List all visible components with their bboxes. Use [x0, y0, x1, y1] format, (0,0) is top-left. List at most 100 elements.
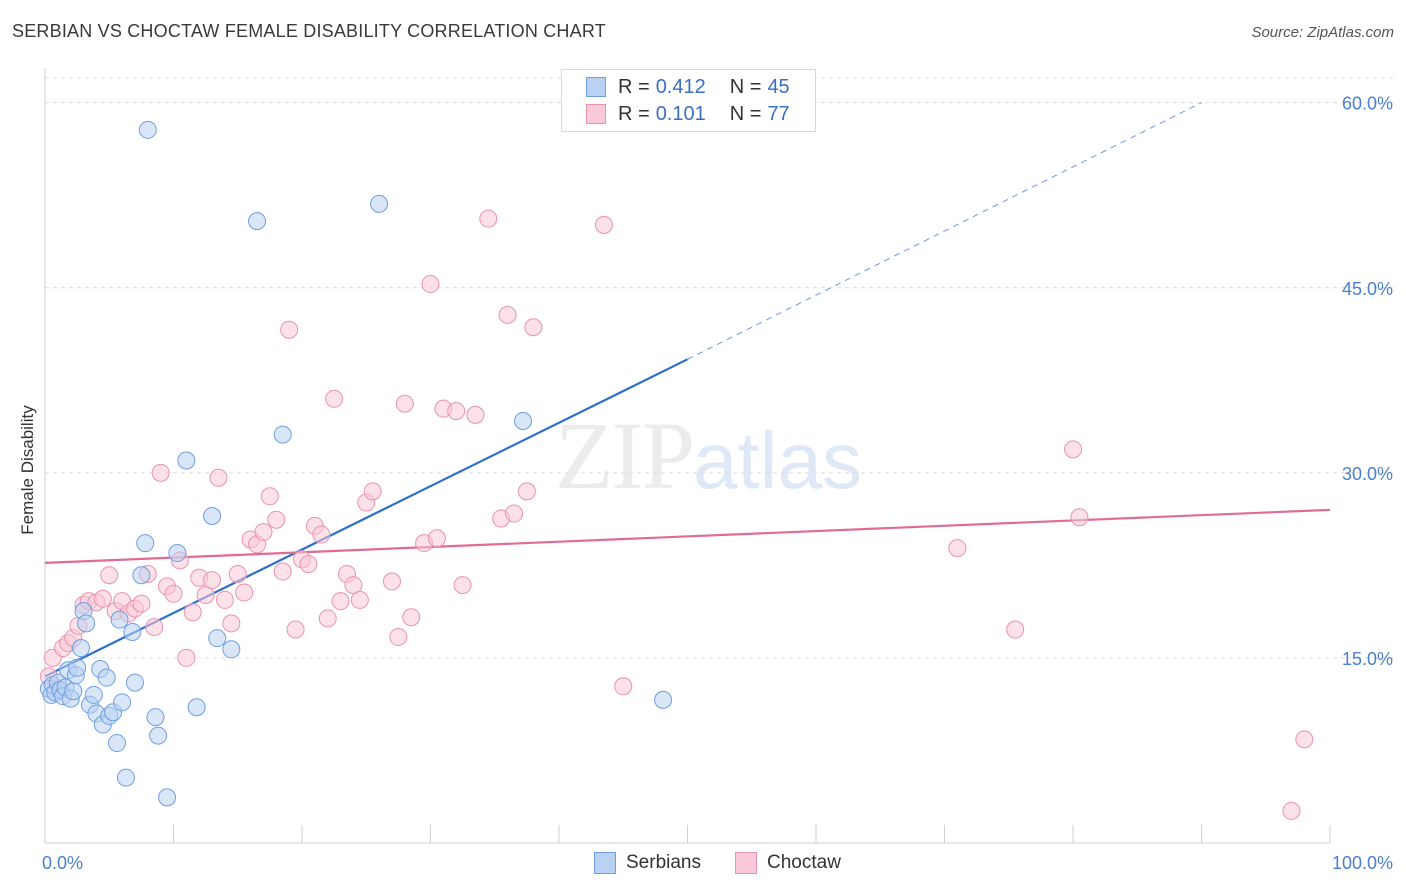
choctaw-point: [273, 562, 292, 581]
serbians-point: [123, 623, 142, 642]
x-tick-label-min: 0.0%: [42, 853, 83, 873]
serbians-point: [248, 212, 267, 231]
choctaw-point: [614, 677, 633, 696]
serbians-point: [514, 412, 533, 431]
serbians-trend-line: [44, 358, 688, 678]
watermark-atlas: atlas: [693, 416, 862, 505]
serbians-legend-swatch: [594, 852, 616, 874]
choctaw-point: [183, 603, 202, 622]
x-tick-label-max: 100.0%: [1332, 853, 1393, 873]
choctaw-point: [1070, 508, 1089, 527]
serbians-point: [84, 685, 103, 704]
legend-item-choctaw[interactable]: Choctaw: [735, 852, 841, 874]
choctaw-point: [453, 576, 472, 595]
choctaw-point: [479, 209, 498, 228]
choctaw-n-value: 77: [767, 102, 790, 125]
choctaw-point: [389, 627, 408, 646]
choctaw-point: [260, 487, 279, 506]
choctaw-point: [1282, 801, 1301, 820]
n-label: N =: [729, 75, 762, 98]
n-label: N =: [729, 102, 762, 125]
choctaw-point: [209, 468, 228, 487]
choctaw-point: [132, 594, 151, 613]
choctaw-point: [267, 510, 286, 529]
legend-row-choctaw: R = 0.101 N = 77: [586, 101, 790, 127]
series-legend: Serbians Choctaw: [0, 852, 1406, 878]
choctaw-point: [100, 566, 119, 585]
serbians-point: [208, 629, 227, 648]
choctaw-point: [228, 565, 247, 584]
data-points: [39, 120, 1314, 820]
serbians-point: [113, 693, 132, 712]
serbians-point: [222, 640, 241, 659]
serbians-point: [68, 658, 87, 677]
stats-legend: R = 0.412 N = 45 R = 0.101 N = 77: [561, 69, 816, 132]
choctaw-point: [177, 648, 196, 667]
y-tick-label: 30.0%: [1342, 464, 1393, 484]
choctaw-point: [318, 609, 337, 628]
choctaw-point: [312, 525, 331, 544]
choctaw-point: [203, 571, 222, 590]
choctaw-point: [344, 576, 363, 595]
serbians-legend-label: Serbians: [626, 852, 701, 873]
source-label: Source: ZipAtlas.com: [1251, 24, 1394, 41]
serbians-point: [132, 566, 151, 585]
tick-labels: 15.0% 30.0% 45.0% 60.0% 0.0% 100.0%: [42, 94, 1393, 873]
serbians-trend-extension: [687, 102, 1202, 360]
choctaw-point: [447, 402, 466, 421]
y-tick-label: 45.0%: [1342, 279, 1393, 299]
watermark: ZIPatlas: [555, 400, 862, 511]
choctaw-point: [1064, 440, 1082, 459]
choctaw-point: [145, 618, 164, 637]
choctaw-point: [1006, 620, 1025, 639]
serbians-point: [654, 690, 673, 709]
choctaw-point: [1295, 730, 1314, 749]
choctaw-legend-label: Choctaw: [767, 852, 841, 873]
axes: [44, 68, 1331, 844]
serbians-point: [136, 534, 155, 553]
choctaw-point: [517, 482, 536, 501]
legend-item-serbians[interactable]: Serbians: [594, 852, 701, 874]
choctaw-point: [427, 529, 446, 548]
serbians-point: [203, 507, 222, 526]
serbians-point: [158, 788, 177, 807]
choctaw-point: [151, 463, 170, 482]
choctaw-trend-line: [44, 508, 1331, 565]
serbians-point: [149, 726, 168, 745]
choctaw-point: [235, 583, 254, 602]
choctaw-point: [350, 590, 369, 609]
watermark-zip: ZIP: [555, 402, 695, 509]
serbians-r-value: 0.412: [655, 75, 706, 98]
choctaw-point: [325, 389, 344, 408]
serbians-point: [138, 120, 157, 139]
choctaw-point: [466, 405, 485, 424]
choctaw-point: [254, 523, 273, 542]
choctaw-point: [164, 584, 183, 603]
choctaw-point: [93, 589, 112, 608]
serbians-point: [107, 734, 126, 753]
chart-title: SERBIAN VS CHOCTAW FEMALE DISABILITY COR…: [12, 21, 606, 41]
grid-lines: [45, 77, 1394, 659]
choctaw-point: [222, 614, 241, 633]
r-label: R =: [618, 75, 650, 98]
choctaw-point: [498, 305, 517, 324]
serbians-point: [116, 768, 135, 787]
choctaw-point: [505, 504, 524, 523]
choctaw-point: [402, 608, 421, 627]
choctaw-point: [524, 318, 543, 337]
choctaw-point: [215, 590, 234, 609]
serbians-point: [64, 682, 83, 701]
serbians-point: [77, 614, 96, 633]
choctaw-point: [382, 572, 401, 591]
r-label: R =: [618, 102, 650, 125]
serbians-point: [146, 708, 165, 727]
choctaw-point: [331, 592, 350, 611]
serbians-point: [273, 425, 292, 444]
choctaw-point: [948, 539, 967, 558]
serbians-point: [71, 639, 90, 658]
choctaw-point: [395, 394, 414, 413]
choctaw-point: [299, 555, 318, 574]
serbians-n-value: 45: [767, 75, 790, 98]
serbians-point: [110, 610, 129, 629]
